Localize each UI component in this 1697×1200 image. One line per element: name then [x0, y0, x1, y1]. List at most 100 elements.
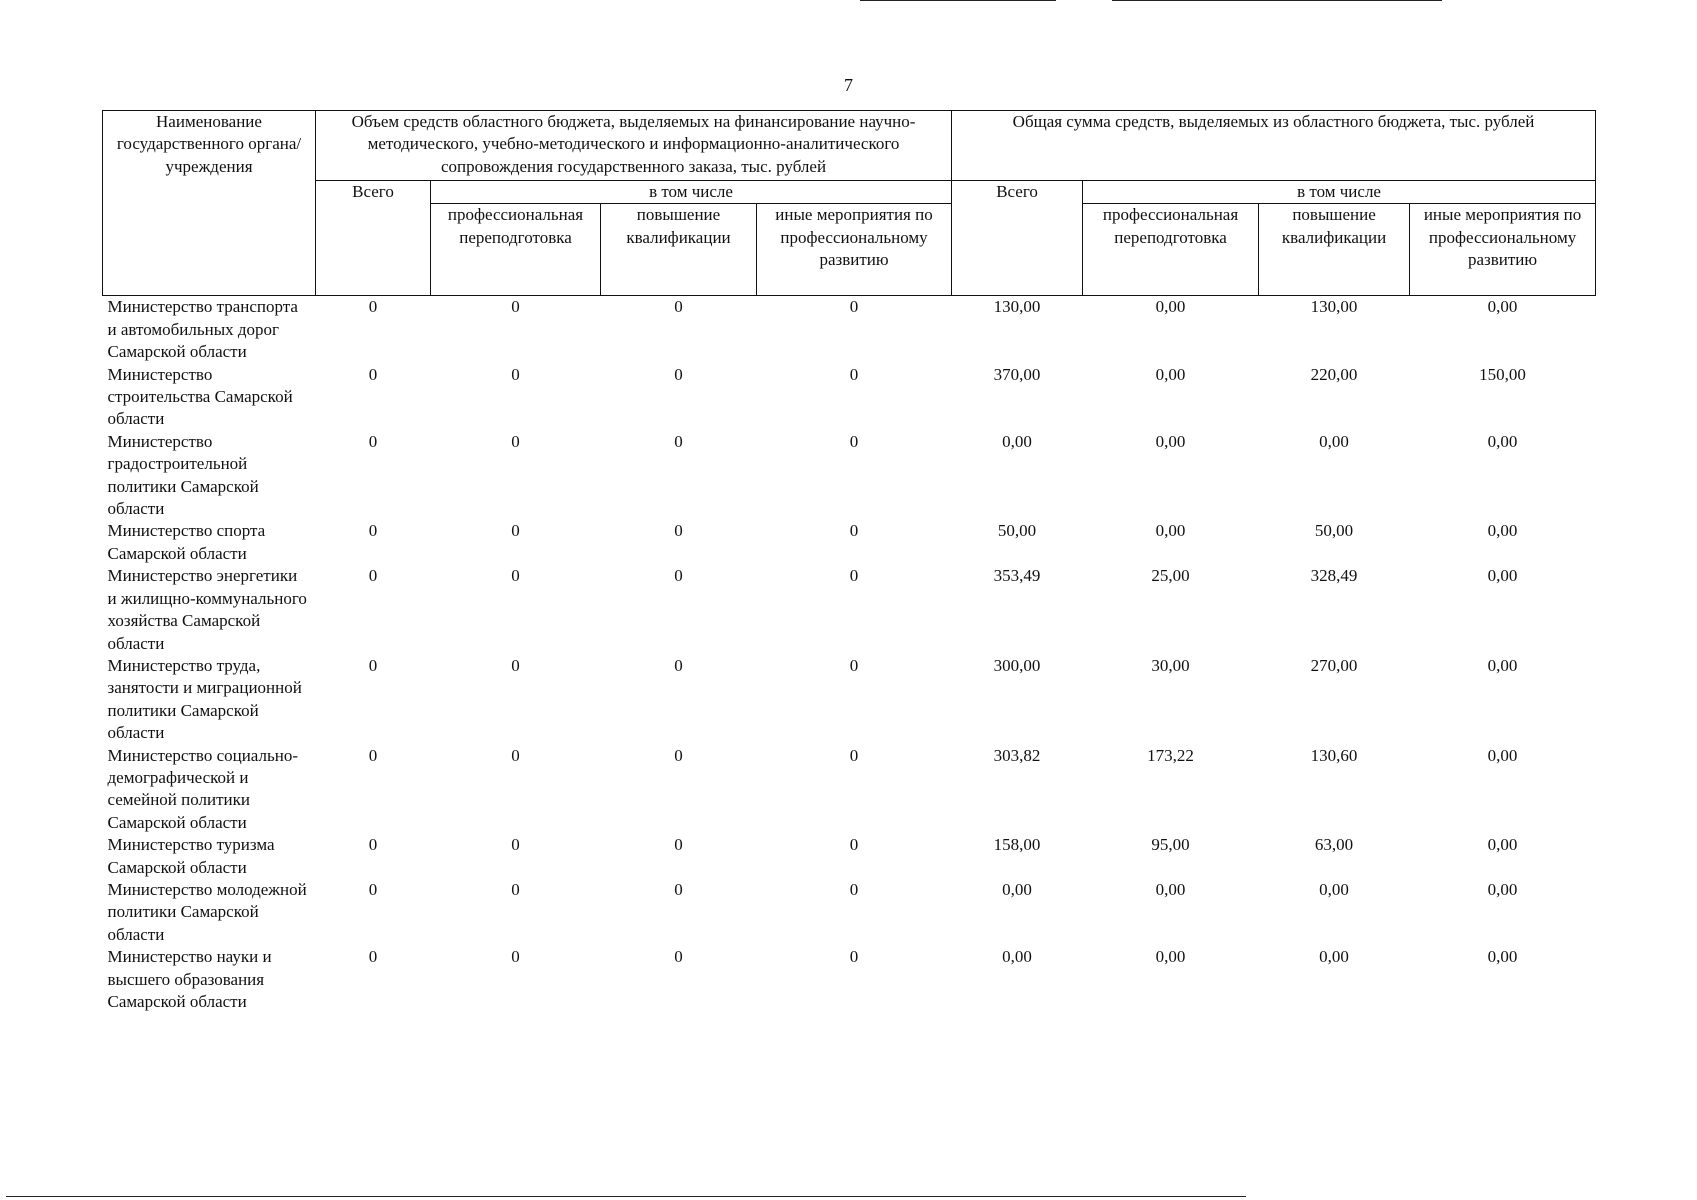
table-row: Министерство труда, занятости и миграцио…	[103, 655, 1596, 745]
amount: 0,00	[1487, 521, 1518, 541]
header-column: профессиональная переподготовка	[1082, 203, 1260, 297]
header-column: иные мероприятия по профессиональному ра…	[1409, 203, 1597, 297]
amount: 0	[511, 431, 520, 451]
amount: 0,00	[1155, 364, 1186, 384]
group-title: Общая сумма средств, выделяемых из облас…	[951, 110, 1597, 181]
amount: 0	[511, 566, 520, 586]
scan-line	[6, 1196, 1246, 1197]
amount: 370,00	[993, 364, 1041, 384]
amount: 0	[368, 431, 378, 451]
amount: 158,00	[993, 835, 1041, 855]
amount: 0	[849, 835, 859, 855]
amount: 328,49	[1310, 566, 1358, 586]
amount: 0,00	[1319, 431, 1349, 451]
amount: 0,00	[1487, 566, 1518, 586]
table-row: Министерство туризма Самарской области 0 0…	[103, 834, 1596, 879]
table-row: Министерство энергетики и жилищно-коммун…	[103, 565, 1596, 655]
amount: 0	[674, 431, 683, 451]
amount: 0	[368, 521, 378, 541]
amount: 50,00	[1314, 521, 1354, 541]
amount: 0	[849, 364, 859, 384]
organ-name: Министерство науки и высшего образования…	[107, 947, 272, 1011]
amount: 0	[849, 297, 859, 317]
amount: 0	[368, 655, 378, 675]
amount: 0,00	[1487, 879, 1518, 899]
organ-name: Министерство транспорта и автомобильных …	[107, 297, 298, 362]
amount: 0	[368, 297, 378, 317]
organ-name: Министерство градостроительной политики …	[107, 431, 259, 519]
amount: 130,00	[1310, 297, 1358, 317]
amount: 0	[674, 835, 683, 855]
header-total: Всего	[315, 179, 431, 297]
amount: 0,00	[1155, 297, 1186, 317]
amount: 25,00	[1151, 566, 1190, 586]
amount: 0,00	[1155, 521, 1186, 541]
scan-line	[1112, 0, 1442, 1]
page-number: 7	[844, 75, 853, 95]
header-column: повышение квалификации	[1258, 203, 1411, 297]
amount: 0	[674, 879, 683, 899]
amount: 270,00	[1310, 655, 1358, 675]
organ-name: Министерство молодежной политики Самарск…	[107, 879, 307, 944]
amount: 0	[849, 745, 859, 765]
group-title: Объем средств областного бюджета, выделя…	[314, 110, 953, 181]
table-body: Министерство транспорта и автомобильных …	[103, 296, 1596, 1014]
amount: 0,00	[1002, 947, 1032, 967]
amount: 0	[849, 879, 859, 899]
amount: 0	[511, 835, 520, 855]
amount: 30,00	[1151, 655, 1190, 675]
amount: 63,00	[1314, 835, 1354, 855]
amount: 95,00	[1151, 835, 1190, 855]
amount: 0,00	[1487, 745, 1518, 765]
amount: 0	[511, 521, 520, 541]
amount: 0	[368, 879, 378, 899]
amount: 0	[849, 431, 859, 451]
organ-name: Министерство труда, занятости и миграцио…	[107, 655, 302, 743]
organ-name: Министерство строительства Самарской обл…	[107, 364, 293, 429]
amount: 303,82	[993, 745, 1041, 765]
amount: 220,00	[1310, 364, 1358, 384]
header-total: Всего	[951, 179, 1084, 297]
amount: 0	[511, 655, 520, 675]
budget-table: Наименование государственного органа/учр…	[102, 109, 1597, 1014]
amount: 0,00	[1155, 431, 1186, 451]
amount: 0	[849, 566, 859, 586]
amount: 0	[368, 947, 378, 967]
amount: 0,00	[1487, 297, 1518, 317]
amount: 0,00	[1487, 835, 1518, 855]
amount: 0	[849, 947, 859, 967]
organ-name: Министерство туризма Самарской области	[107, 835, 275, 877]
amount: 0	[849, 655, 859, 675]
amount: 0,00	[1319, 947, 1349, 967]
organ-name: Министерство спорта Самарской области	[107, 521, 266, 563]
amount: 0	[674, 745, 683, 765]
amount: 0,00	[1002, 879, 1032, 899]
amount: 0	[368, 745, 378, 765]
amount: 0	[674, 947, 683, 967]
table-row: Министерство молодежной политики Самарск…	[103, 879, 1596, 946]
table-row: Министерство спорта Самарской области 0 0 0…	[103, 520, 1596, 565]
table-row: Министерство строительства Самарской обл…	[103, 364, 1596, 431]
amount: 130,00	[993, 297, 1041, 317]
scan-line	[860, 0, 1056, 1]
header-column: иные мероприятия по профессиональному ра…	[755, 203, 953, 297]
amount: 0	[674, 655, 683, 675]
amount: 0	[674, 297, 683, 317]
header-column: повышение квалификации	[600, 203, 757, 297]
amount: 300,00	[993, 655, 1041, 675]
amount: 0	[511, 297, 520, 317]
amount: 0,00	[1487, 655, 1518, 675]
amount: 0	[511, 879, 520, 899]
amount: 0	[674, 521, 683, 541]
amount: 353,49	[993, 566, 1041, 586]
amount: 0	[368, 364, 378, 384]
amount: 0	[511, 947, 520, 967]
table-row: Министерство транспорта и автомобильных …	[103, 296, 1596, 364]
header-column: профессиональная переподготовка	[430, 203, 601, 297]
header-including: в том числе	[429, 179, 953, 205]
table-row: Министерство науки и высшего образования…	[103, 946, 1596, 1013]
header-including: в том числе	[1082, 179, 1597, 205]
table-row: Министерство градостроительной политики …	[103, 431, 1596, 521]
amount: 0	[849, 521, 859, 541]
